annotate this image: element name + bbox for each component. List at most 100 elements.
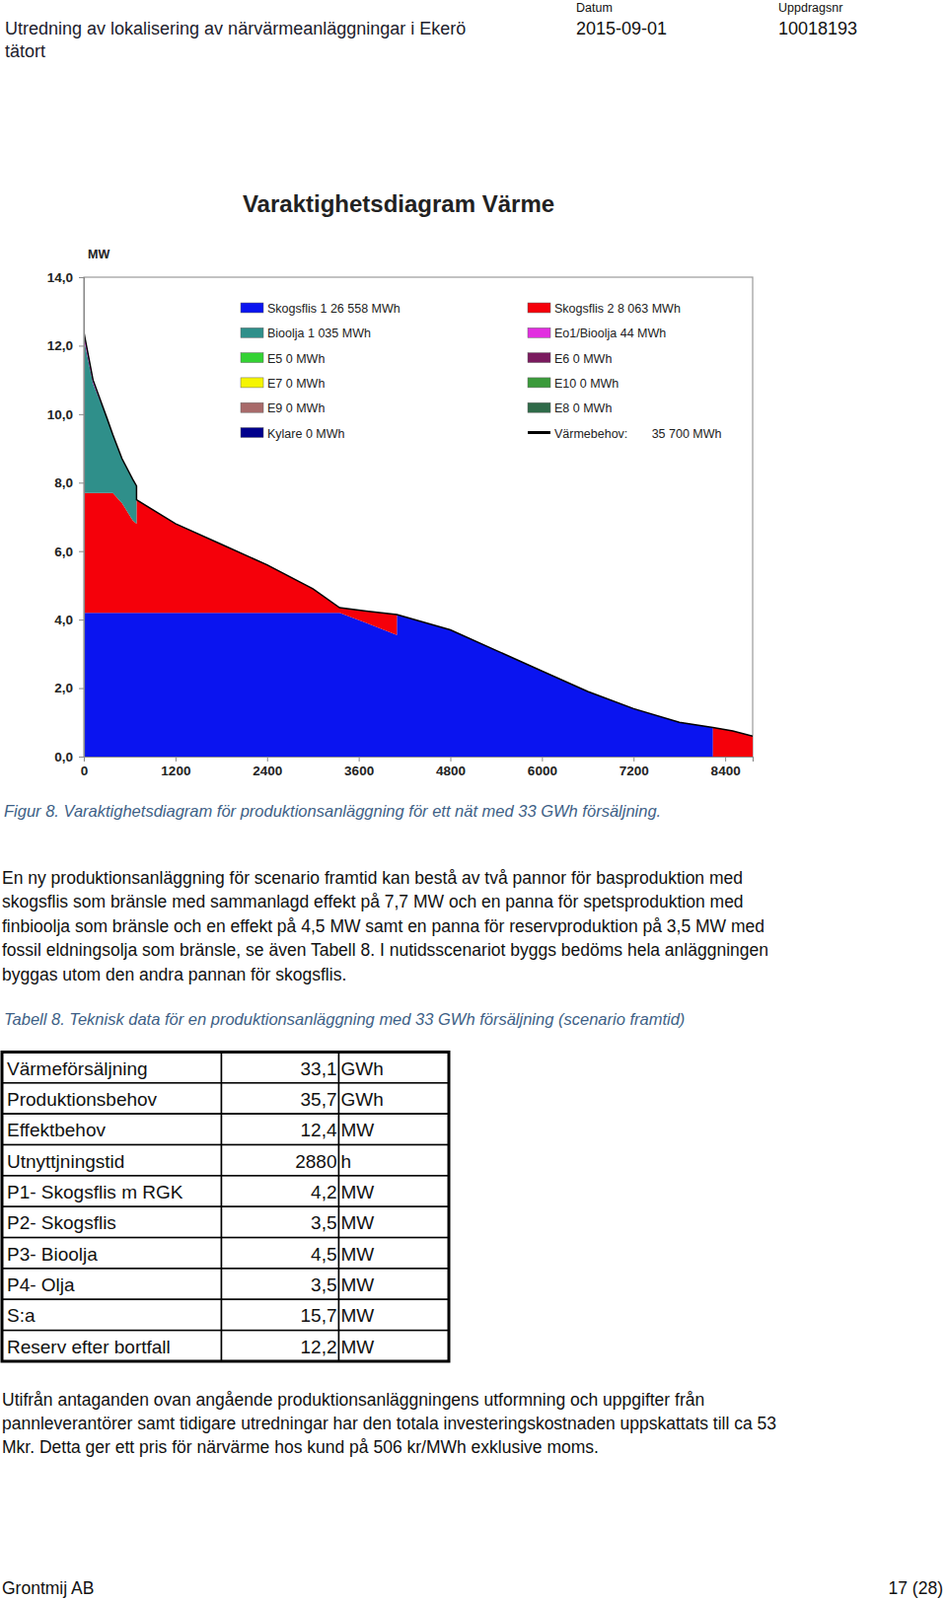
figure-caption: Figur 8. Varaktighetsdiagram för produkt… — [3, 801, 661, 820]
legend-swatch — [240, 353, 264, 364]
tick: 12,0 — [47, 338, 84, 354]
table-value: 2880 — [294, 1151, 337, 1172]
table-unit: MW — [341, 1119, 375, 1141]
tick: 14,0 — [47, 270, 84, 286]
tick-label: 2400 — [252, 763, 283, 779]
table-unit: GWh — [341, 1058, 384, 1080]
legend-label: E10 0 MWh — [554, 376, 619, 391]
table-unit: MW — [341, 1336, 375, 1358]
table-cell — [221, 1299, 340, 1330]
tick-label: 0 — [80, 763, 89, 779]
table-cell — [221, 1083, 340, 1114]
tick: 2,0 — [54, 680, 84, 696]
paragraph-line: byggas utom den andra pannan för skogsfl… — [1, 964, 347, 985]
tick-mark — [725, 756, 727, 762]
header-assignment: 10018193 — [778, 18, 858, 39]
tick-label: 10,0 — [47, 407, 73, 423]
paragraph-line: Utifrån antaganden ovan angående produkt… — [1, 1389, 705, 1410]
legend-label: Kylare 0 MWh — [267, 427, 346, 441]
tick-label: 6000 — [527, 763, 558, 779]
table-unit: h — [341, 1151, 353, 1172]
table-label: Värmeförsäljning — [6, 1058, 148, 1080]
table-cell — [339, 1238, 450, 1269]
table-cell — [339, 1052, 450, 1084]
table-cell — [221, 1052, 340, 1084]
table-cell — [221, 1330, 340, 1362]
tick-mark — [633, 756, 635, 762]
tick-mark — [83, 756, 85, 762]
table-cell — [221, 1145, 340, 1176]
legend-swatch — [527, 377, 551, 388]
table-value: 3,5 — [310, 1212, 337, 1234]
table-cell — [1, 1330, 222, 1362]
tick-label: 4800 — [436, 763, 466, 779]
tick-label: 12,0 — [47, 338, 73, 354]
table-label: P4- Olja — [6, 1274, 75, 1296]
table-cell — [221, 1238, 340, 1269]
table-cell — [339, 1268, 450, 1300]
table-cell — [339, 1206, 450, 1238]
legend-background — [236, 295, 735, 447]
table-unit: MW — [341, 1274, 375, 1296]
axis-line — [78, 278, 85, 758]
tick-mark — [78, 482, 84, 484]
legend-swatch — [527, 402, 551, 413]
x-axis: 01200240036004800600072008400 — [80, 756, 754, 779]
table-value: 35,7 — [300, 1089, 338, 1110]
legend-swatch — [527, 327, 551, 338]
tick-mark — [175, 756, 177, 762]
tick-mark — [267, 756, 269, 762]
area-series — [83, 493, 753, 757]
table-label: Reserv efter bortfall — [6, 1336, 171, 1358]
tick-mark — [78, 414, 84, 416]
page-canvas: Utredning av lokalisering av närvärmeanl… — [0, 0, 947, 1600]
tick-mark — [359, 756, 361, 762]
table-cell — [1, 1268, 222, 1300]
table-cell — [221, 1268, 340, 1300]
table-value: 12,4 — [300, 1119, 338, 1141]
tick: 6000 — [527, 756, 558, 779]
legend-swatch — [240, 302, 264, 313]
table-value: 3,5 — [310, 1274, 337, 1296]
legend-label: Bioolja 1 035 MWh — [267, 326, 371, 341]
legend-label: Skogsflis 2 8 063 MWh — [554, 301, 681, 316]
table-label: Produktionsbehov — [6, 1089, 158, 1110]
table-value: 4,5 — [310, 1243, 337, 1265]
tick-mark — [78, 277, 84, 279]
axis-line — [84, 757, 754, 763]
tick-label: 1200 — [160, 763, 191, 779]
legend-swatch — [527, 302, 551, 313]
y-axis-title: MW — [87, 247, 110, 262]
y-axis: 0,02,04,06,08,010,012,014,0 — [47, 270, 85, 765]
legend-label: Skogsflis 1 26 558 MWh — [267, 301, 401, 316]
table-value: 15,7 — [300, 1305, 338, 1326]
table-unit: MW — [341, 1243, 375, 1265]
table-cell — [221, 1206, 340, 1238]
tick-mark — [78, 345, 84, 347]
paragraph-line: finbioolja som bränsle och en effekt på … — [1, 916, 765, 937]
legend-swatch — [527, 431, 551, 435]
table-cell — [1, 1175, 222, 1207]
legend-swatch — [240, 377, 264, 388]
table-label: P1- Skogsflis m RGK — [6, 1181, 184, 1203]
tick-label: 0,0 — [54, 749, 73, 765]
legend-label: E9 0 MWh — [267, 401, 325, 416]
legend-label: E5 0 MWh — [267, 352, 325, 366]
paragraph-line: Mkr. Detta ger ett pris för närvärme hos… — [1, 1437, 599, 1457]
tick-mark — [78, 551, 84, 553]
header-date-label: Datum — [576, 0, 613, 15]
tick-mark — [78, 619, 84, 621]
header-assignment-label: Uppdragsnr — [778, 0, 843, 15]
table-unit: MW — [341, 1305, 375, 1326]
paragraph-line: pannleverantörer samt tidigare utredning… — [1, 1413, 777, 1434]
table-cell — [339, 1175, 450, 1207]
chart: Varaktighetsdiagram VärmeMW0,02,04,06,08… — [47, 190, 754, 779]
table: Värmeförsäljning33,1GWhProduktionsbehov3… — [1, 1052, 449, 1363]
header: Utredning av lokalisering av närvärmeanl… — [4, 0, 858, 62]
table-cell — [339, 1330, 450, 1362]
header-title: tätort — [4, 41, 46, 62]
chart-title: Varaktighetsdiagram Värme — [242, 190, 555, 218]
table-cell — [1, 1083, 222, 1114]
tick-mark — [78, 688, 84, 690]
tick-label: 14,0 — [47, 270, 73, 286]
